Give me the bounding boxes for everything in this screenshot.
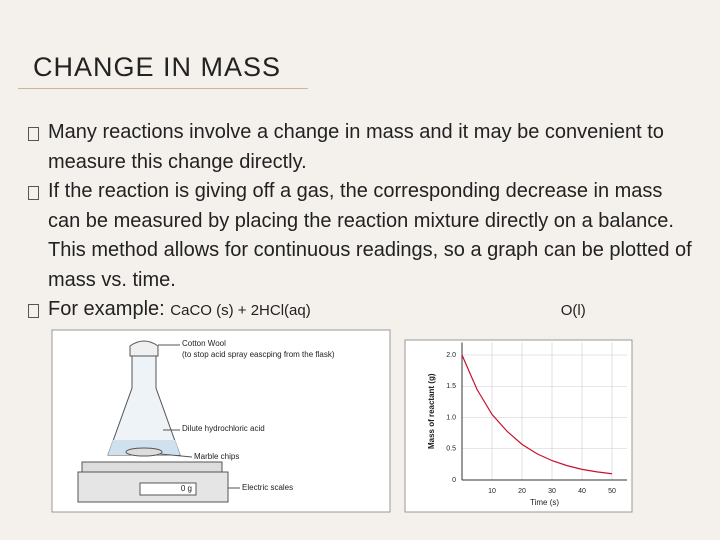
- bullet: If the reaction is giving off a gas, the…: [28, 177, 693, 295]
- y-axis-label: Mass of reactant (g): [427, 373, 436, 449]
- y-tick-label: 1.5: [446, 383, 456, 390]
- y-tick-label: 0: [452, 477, 456, 484]
- label: Electric scales: [242, 483, 293, 492]
- x-axis-label: Time (s): [530, 498, 559, 507]
- graph: 0 0.5 1.0 1.5 2.0 10 20 30 40 50 Time (s) Mass of r…: [427, 342, 627, 507]
- x-tick-label: 50: [608, 488, 616, 495]
- x-tick-label: 10: [488, 488, 496, 495]
- label: Cotton Wool: [182, 339, 226, 348]
- slide-title: CHANGE IN MASS: [33, 52, 282, 82]
- data-line: [461, 354, 613, 475]
- bullet: Many reactions involve a change in mass …: [28, 118, 693, 177]
- apparatus-drawing: [77, 340, 240, 503]
- x-tick-label: 20: [518, 488, 526, 495]
- bullet-text: If the reaction is giving off a gas, the…: [48, 180, 692, 291]
- scale-reading: 0 g: [181, 484, 192, 493]
- equation: CaCO (s) + 2HCl(aq): [170, 302, 311, 319]
- label: Marble chips: [194, 452, 239, 461]
- label: (to stop acid spray eascping from the fl…: [182, 350, 335, 359]
- equation: O(l): [560, 302, 586, 319]
- x-tick-label: 40: [578, 488, 586, 495]
- y-tick-label: 1.0: [446, 414, 456, 421]
- title-rule: [18, 88, 308, 89]
- label: Dilute hydrochloric acid: [182, 424, 265, 433]
- bullet-text: For example:: [48, 298, 165, 320]
- x-tick-label: 30: [548, 488, 556, 495]
- y-tick-label: 0.5: [446, 446, 456, 453]
- graph-frame: [404, 339, 633, 513]
- bullet-text: Many reactions involve a change in mass …: [48, 121, 664, 173]
- y-tick-label: 2.0: [446, 352, 456, 359]
- bullet-list: Many reactions involve a change in mass …: [28, 118, 693, 326]
- bullet: For example: CaCO (s) + 2HCl(aq) O(l): [28, 295, 693, 326]
